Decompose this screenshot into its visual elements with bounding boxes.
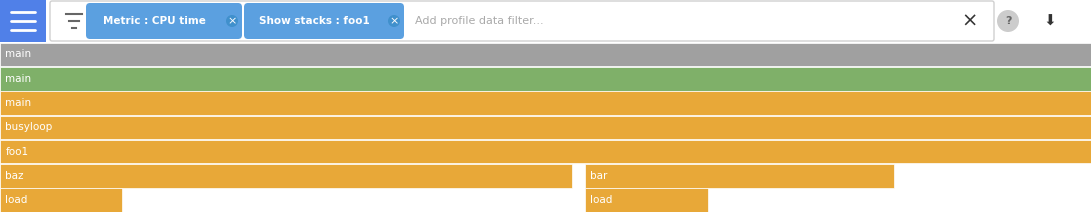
Circle shape <box>388 15 400 27</box>
Bar <box>0 43 1091 66</box>
Bar <box>0 188 122 212</box>
Text: baz: baz <box>5 171 24 181</box>
Text: Show stacks : foo1: Show stacks : foo1 <box>259 16 370 26</box>
Bar <box>0 164 572 188</box>
Text: ?: ? <box>1005 16 1011 26</box>
Bar <box>0 91 1091 115</box>
Text: foo1: foo1 <box>5 147 28 157</box>
Text: load: load <box>5 195 28 205</box>
Bar <box>0 140 1091 163</box>
FancyBboxPatch shape <box>86 3 242 39</box>
Circle shape <box>997 10 1019 32</box>
Text: load: load <box>590 195 613 205</box>
Text: Add profile data filter...: Add profile data filter... <box>415 16 543 26</box>
Text: bar: bar <box>590 171 608 181</box>
Bar <box>0 67 1091 91</box>
Text: main: main <box>5 98 32 108</box>
Text: ×: × <box>227 16 237 26</box>
Text: ×: × <box>389 16 398 26</box>
Bar <box>585 164 894 188</box>
Text: busyloop: busyloop <box>5 122 52 132</box>
Text: ⬇: ⬇ <box>1044 14 1056 28</box>
Bar <box>0 116 1091 139</box>
Circle shape <box>226 15 238 27</box>
Text: main: main <box>5 49 32 60</box>
Bar <box>585 188 708 212</box>
FancyBboxPatch shape <box>50 1 994 41</box>
FancyBboxPatch shape <box>0 0 46 42</box>
Text: Metric : CPU time: Metric : CPU time <box>103 16 205 26</box>
Text: ×: × <box>962 11 979 31</box>
Text: main: main <box>5 74 32 84</box>
FancyBboxPatch shape <box>244 3 404 39</box>
